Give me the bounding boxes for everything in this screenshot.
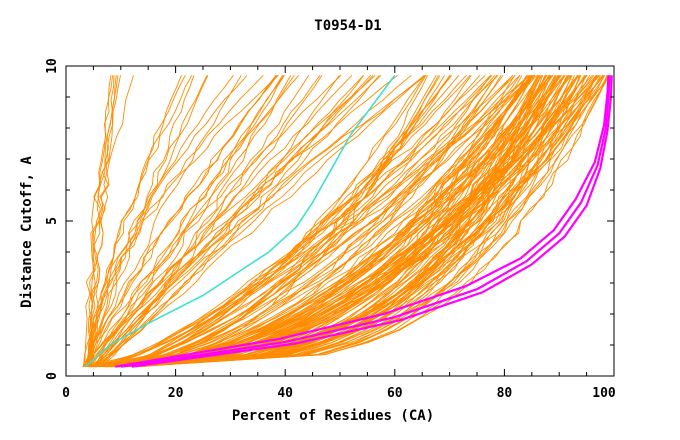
model-curve — [88, 75, 569, 368]
model-curve — [101, 75, 292, 368]
axis-ticks — [65, 65, 615, 377]
model-curve — [114, 75, 426, 368]
model-curve — [97, 74, 425, 368]
y-axis-label: Distance Cutoff, A — [19, 156, 35, 308]
model-curve — [82, 74, 264, 367]
model-curve — [118, 74, 531, 368]
model-curve — [86, 74, 279, 367]
model-curve — [112, 75, 460, 368]
model-curve — [135, 75, 556, 368]
model-curve — [83, 75, 278, 367]
x-tick-label-60: 60 — [387, 386, 403, 401]
model-curve — [88, 75, 195, 367]
model-curve — [86, 75, 182, 367]
model-curve — [109, 75, 533, 368]
model-curve — [89, 75, 598, 368]
magenta-model-2-line — [131, 75, 613, 368]
highlighted-model-curves — [84, 74, 613, 368]
model-curve — [83, 75, 321, 368]
magenta-model-1-line — [120, 75, 611, 368]
model-curve — [125, 75, 543, 368]
model-curve — [91, 75, 599, 368]
model-curves-orange — [82, 74, 612, 368]
model-curve — [105, 75, 516, 368]
model-curve — [87, 75, 295, 367]
model-curve — [82, 75, 323, 368]
model-curve — [116, 75, 609, 368]
model-curve — [110, 75, 441, 368]
model-curve — [88, 75, 538, 368]
model-curve — [91, 75, 492, 368]
model-curve — [105, 75, 554, 368]
model-curve — [94, 75, 598, 368]
x-tick-label-100: 100 — [592, 386, 616, 401]
x-tick-label-0: 0 — [62, 386, 70, 401]
model-curve — [115, 75, 437, 368]
model-curve — [95, 75, 591, 368]
model-curve — [90, 75, 117, 367]
model-curve — [89, 75, 112, 367]
model-curve — [114, 75, 599, 368]
model-curve — [90, 75, 498, 368]
model-curve — [115, 75, 533, 368]
y-tick-label-5: 5 — [45, 217, 60, 225]
model-curve — [91, 75, 340, 368]
model-curve — [88, 75, 208, 367]
model-curve — [94, 75, 566, 368]
magenta-model-3-line — [115, 75, 610, 368]
model-curve — [82, 74, 353, 367]
model-curve — [89, 75, 234, 367]
model-curve — [116, 75, 572, 368]
model-curve — [102, 75, 571, 368]
model-curve — [93, 75, 586, 368]
model-curve — [93, 75, 365, 368]
model-curve — [89, 75, 242, 367]
model-curve — [107, 75, 528, 368]
model-curve — [84, 75, 114, 367]
model-curve — [122, 75, 532, 368]
model-curve — [92, 75, 559, 368]
model-curve — [90, 75, 548, 368]
model-curve — [136, 75, 557, 368]
model-curve — [132, 75, 605, 368]
model-curve — [122, 75, 587, 368]
y-tick-label-0: 0 — [45, 372, 60, 380]
model-curve — [94, 74, 412, 367]
model-curve — [93, 75, 521, 368]
model-curve — [92, 75, 186, 367]
x-tick-label-20: 20 — [168, 386, 184, 401]
model-curve — [105, 75, 535, 368]
y-tick-label-10: 10 — [45, 58, 60, 74]
model-curve — [88, 75, 547, 368]
model-curve — [98, 74, 536, 368]
model-curve — [90, 75, 380, 368]
cyan-model-line — [84, 74, 396, 368]
model-curve — [92, 75, 310, 368]
model-curve — [91, 75, 481, 368]
model-curve — [132, 75, 579, 368]
model-curve — [95, 75, 300, 367]
model-curve — [87, 75, 134, 367]
model-curve — [133, 75, 598, 368]
x-tick-label-40: 40 — [277, 386, 293, 401]
chart-title: T0954-D1 — [314, 18, 381, 34]
model-curve — [83, 74, 342, 367]
x-tick-label-80: 80 — [497, 386, 513, 401]
model-curve — [84, 74, 427, 367]
model-curve — [101, 74, 530, 368]
x-axis-label: Percent of Residues (CA) — [232, 408, 434, 424]
model-curve — [88, 75, 277, 367]
